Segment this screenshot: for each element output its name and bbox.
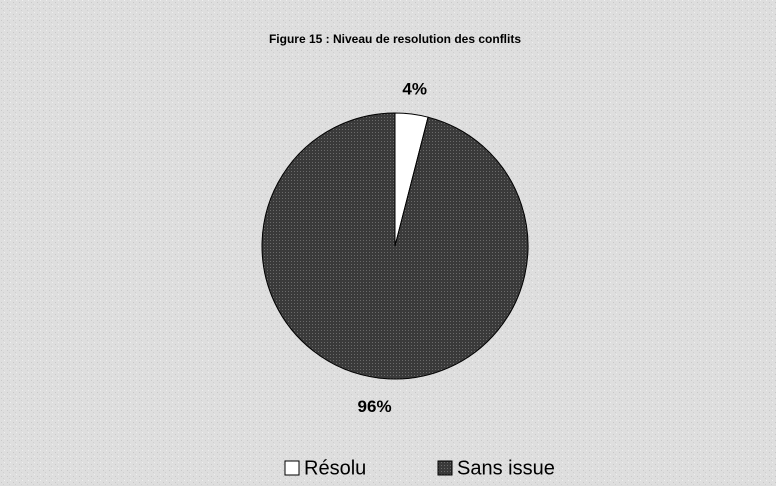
legend-swatch: [437, 460, 453, 476]
pie-slice: [261, 112, 529, 380]
legend-swatch: [284, 460, 300, 476]
legend-label: Sans issue: [457, 457, 555, 479]
data-label: 96%: [358, 397, 392, 416]
chart-title: Figure 15 : Niveau de resolution des con…: [269, 32, 521, 46]
data-label: 4%: [402, 80, 427, 99]
legend-label: Résolu: [304, 457, 366, 479]
